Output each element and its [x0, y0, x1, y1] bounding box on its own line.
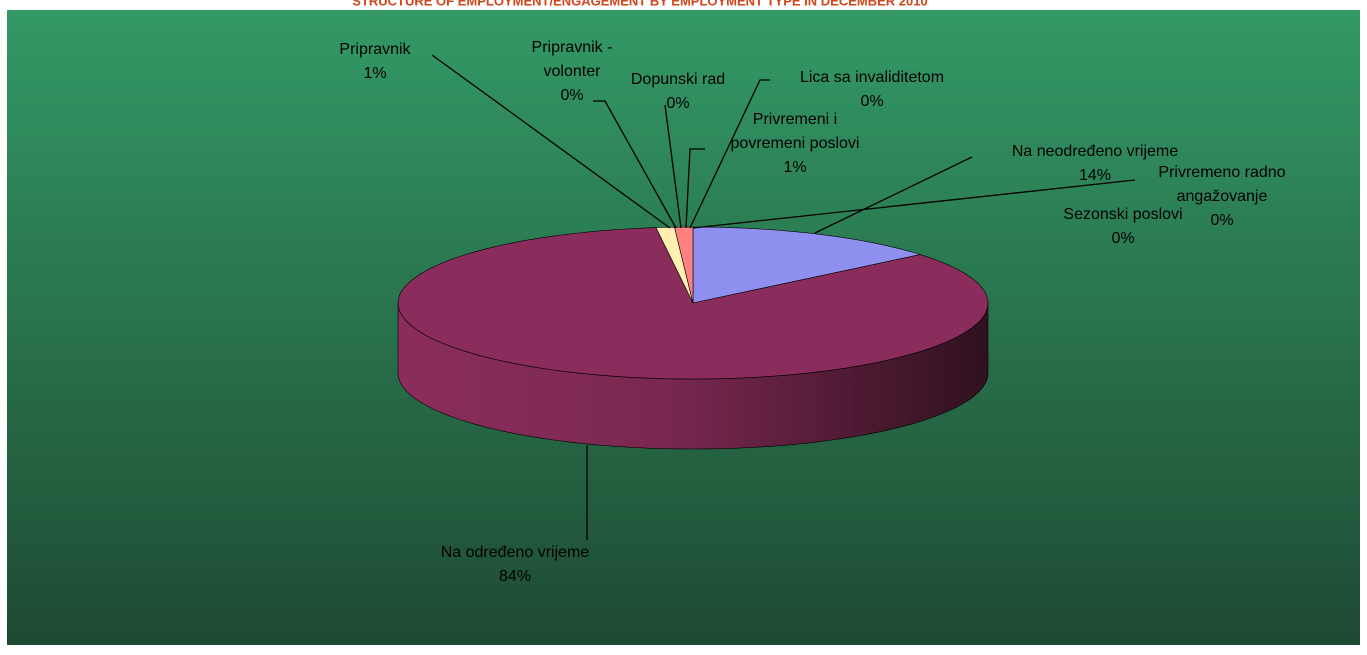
- slice-label: Dopunski rad: [631, 71, 725, 88]
- leader-line: [431, 54, 671, 229]
- slice: [397, 227, 989, 380]
- slice-value-label: 0%: [1210, 212, 1233, 229]
- leader-line: [692, 179, 1136, 229]
- leader-line: [685, 148, 705, 229]
- slice-label: povremeni poslovi: [731, 135, 860, 152]
- slice-label: volonter: [544, 63, 602, 80]
- slice-value-label: 0%: [666, 95, 689, 112]
- slice-value-label: 84%: [499, 568, 531, 585]
- leader-line: [814, 156, 973, 234]
- slice-value-label: 0%: [560, 87, 583, 104]
- slice-value-label: 1%: [363, 65, 386, 82]
- slice-label: Privremeno radno: [1158, 164, 1285, 181]
- slice-label: Lica sa invaliditetom: [800, 69, 944, 86]
- leader-line: [689, 79, 770, 229]
- leader-line: [664, 104, 682, 229]
- chart-title: STRUCTURE OF EMPLOYMENT/ENGAGEMENT BY EM…: [352, 0, 927, 8]
- slice-value-label: 0%: [1111, 230, 1134, 247]
- slice: [674, 226, 694, 304]
- slice-label: Pripravnik: [339, 41, 411, 58]
- slice-label: angažovanje: [1177, 188, 1268, 205]
- slice-label: Pripravnik -: [532, 39, 613, 56]
- slice-value-label: 0%: [860, 93, 883, 110]
- slice-label: Privremeni i: [753, 111, 837, 128]
- leader-line: [593, 100, 677, 229]
- slice-value-label: 14%: [1079, 167, 1111, 184]
- slice-value-label: 1%: [783, 159, 806, 176]
- slice-label: Na neodređeno vrijeme: [1012, 143, 1178, 160]
- slice: [692, 226, 922, 304]
- slice-label: Sezonski poslovi: [1063, 206, 1182, 223]
- slice-label: Na određeno vrijeme: [441, 544, 590, 561]
